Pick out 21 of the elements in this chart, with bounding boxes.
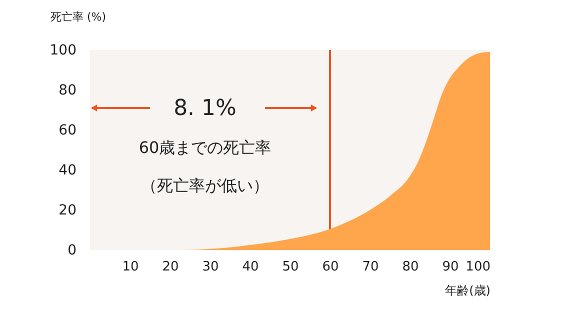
x-tick-label: 10 [122, 260, 139, 274]
x-tick-label: 50 [282, 260, 299, 274]
x-tick-label: 30 [202, 260, 219, 274]
x-tick-label: 80 [402, 260, 419, 274]
x-tick-label: 90 [442, 260, 459, 274]
y-tick-label: 100 [50, 42, 76, 58]
x-tick-label: 20 [162, 260, 179, 274]
x-axis-title: 年齢(歳) [445, 284, 490, 298]
x-tick-label: 70 [362, 260, 379, 274]
y-tick-label: 60 [58, 122, 76, 138]
x-tick-label: 40 [242, 260, 259, 274]
y-axis-title: 死亡率 (%) [50, 10, 106, 24]
annotation: 60歳までの死亡率 [138, 138, 272, 157]
annotation: （死亡率が低い） [141, 176, 269, 195]
x-tick-label: 60 [322, 260, 339, 274]
y-tick-label: 40 [58, 162, 76, 178]
annotation: 8. 1% [174, 96, 236, 121]
y-tick-label: 20 [58, 202, 76, 218]
x-tick-label: 100 [466, 260, 490, 274]
y-tick-label: 0 [68, 242, 76, 258]
y-tick-label: 80 [58, 82, 76, 98]
